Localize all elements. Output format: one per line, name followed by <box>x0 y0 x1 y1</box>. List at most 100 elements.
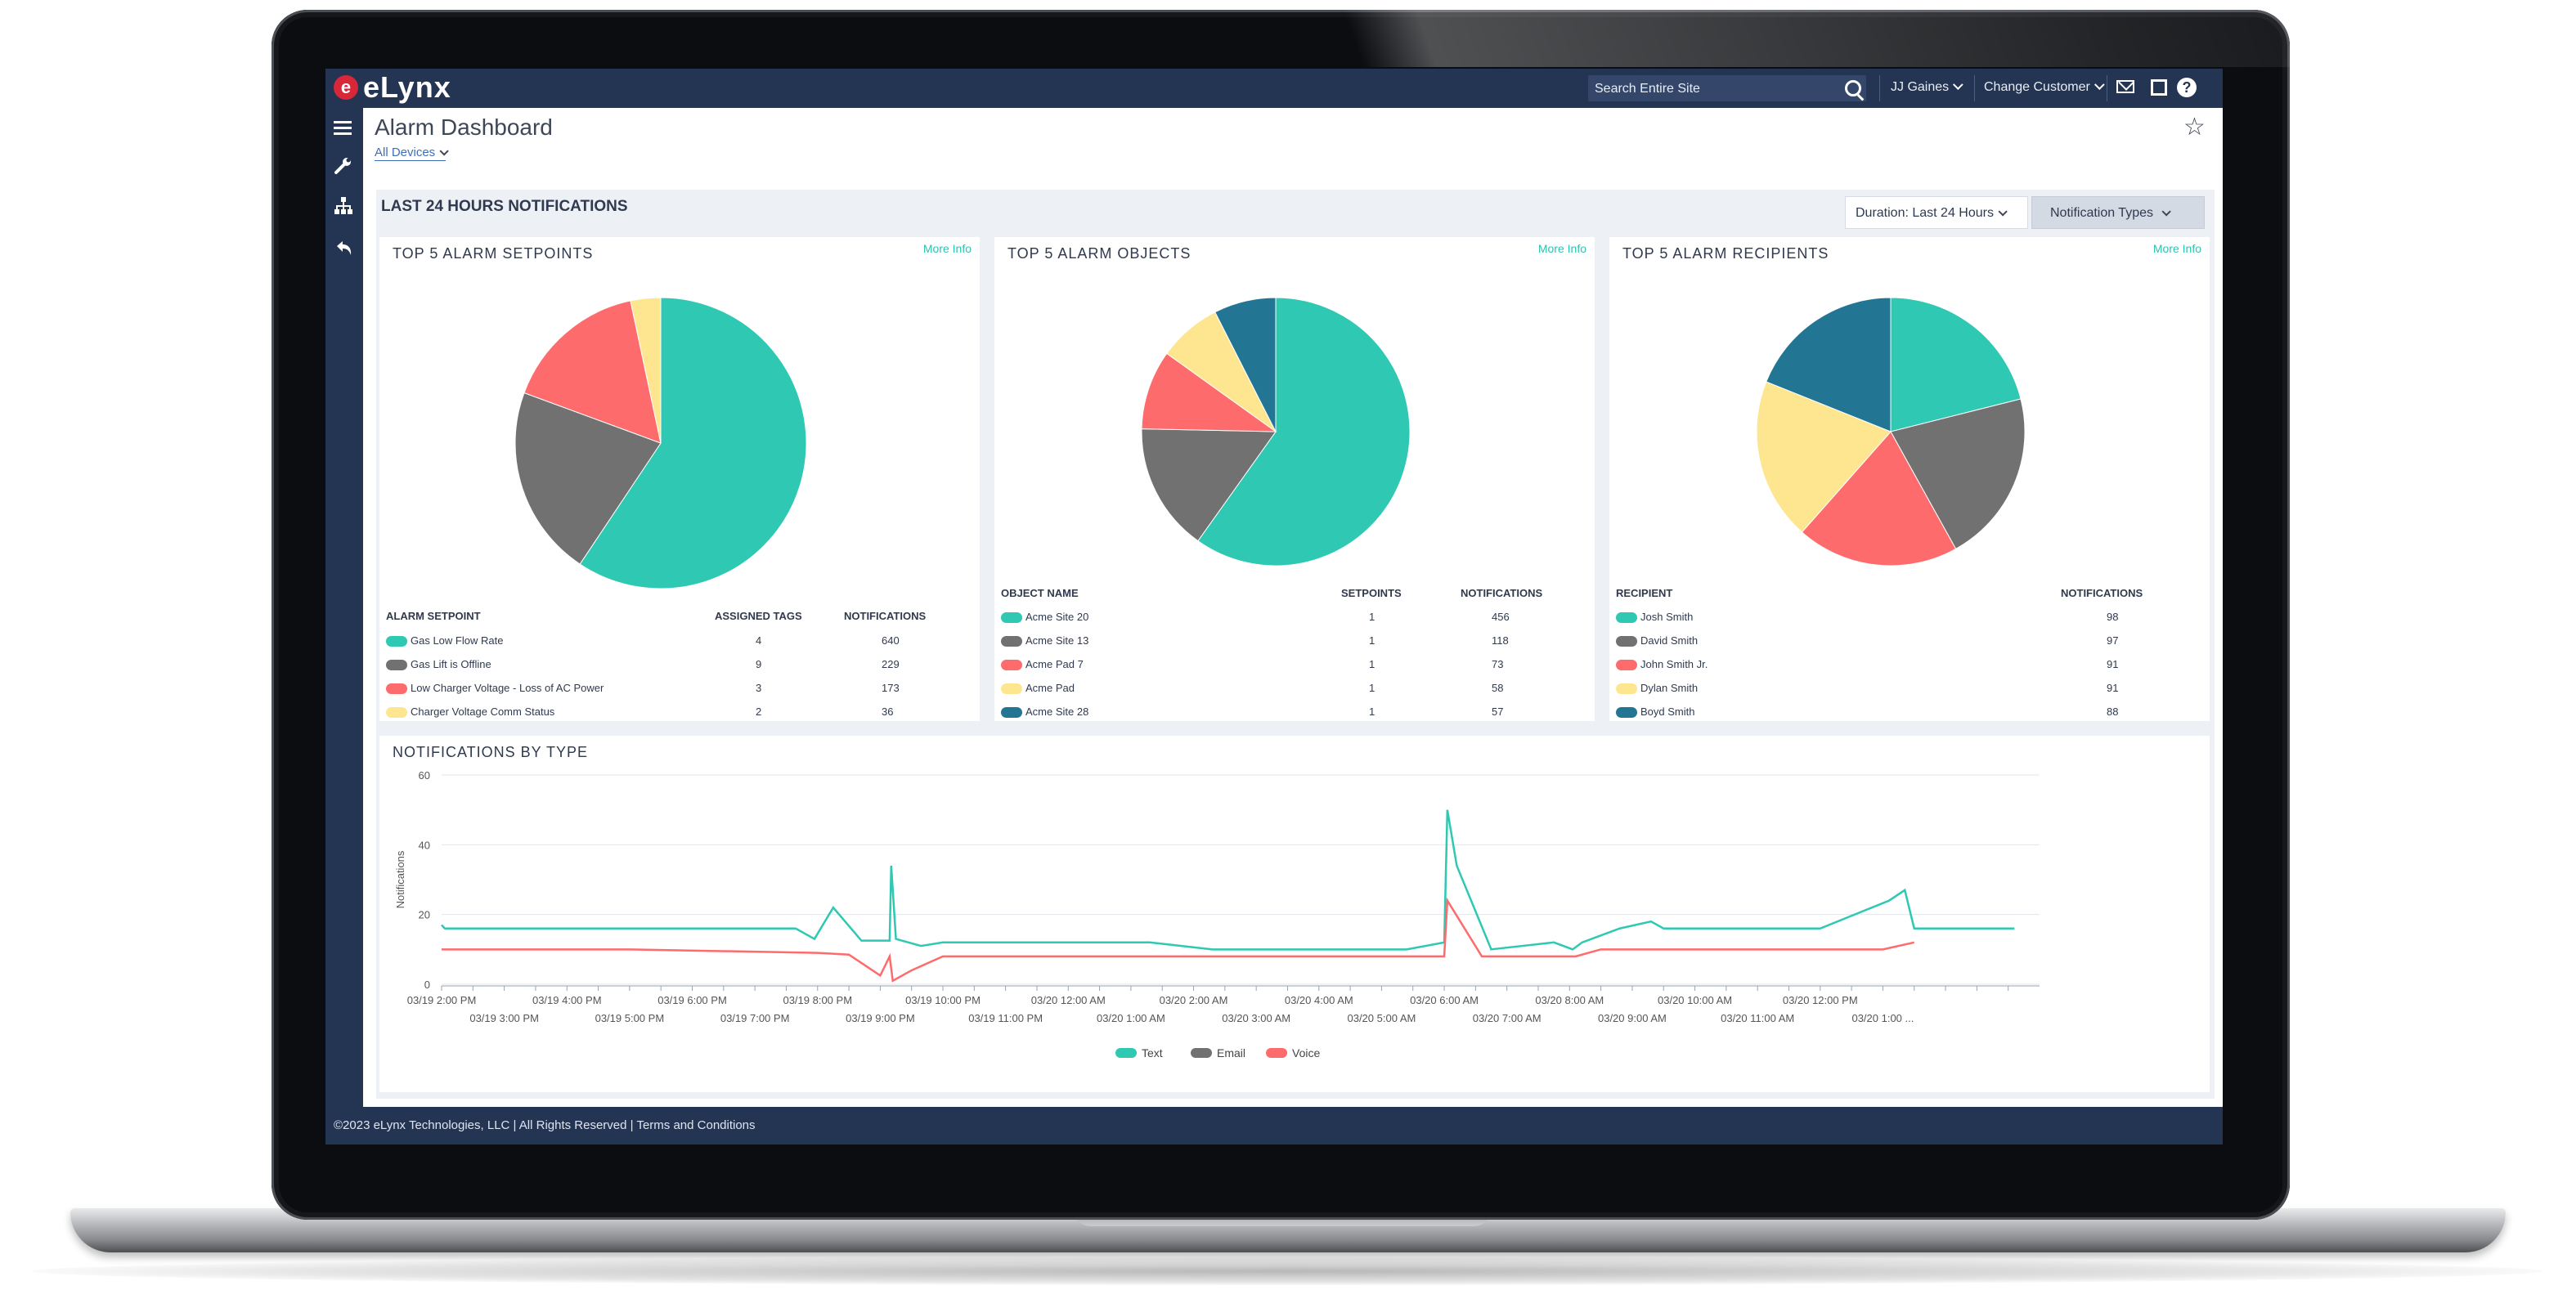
legend-swatch <box>1191 1048 1212 1058</box>
search-placeholder: Search Entire Site <box>1595 82 1700 96</box>
legend-swatch <box>1001 707 1022 718</box>
help-icon[interactable]: ? <box>2177 78 2197 97</box>
table-row[interactable]: Gas Low Flow Rate 4 640 <box>386 634 975 652</box>
favorite-star-icon[interactable]: ☆ <box>2183 114 2206 141</box>
table-row[interactable]: Boyd Smith 88 <box>1616 706 2205 723</box>
setpoint-name: Low Charger Voltage - Loss of AC Power <box>411 682 604 694</box>
table-row[interactable]: Charger Voltage Comm Status 2 36 <box>386 706 975 723</box>
legend-swatch <box>1616 683 1637 694</box>
series-line-text <box>441 809 2015 951</box>
more-info-link[interactable]: More Info <box>1537 242 1586 255</box>
notification-types-button[interactable]: Notification Types <box>2031 196 2205 229</box>
table-row[interactable]: Low Charger Voltage - Loss of AC Power 3 1… <box>386 682 975 700</box>
card-title: NOTIFICATIONS BY TYPE <box>393 744 589 760</box>
table-row[interactable]: David Smith 97 <box>1616 634 2205 652</box>
x-tick-label: 03/20 11:00 AM <box>1721 1012 1794 1024</box>
column-header: OBJECT NAME <box>1001 587 1079 599</box>
x-tick-label: 03/19 5:00 PM <box>595 1012 665 1024</box>
pie-slice <box>1197 297 1411 567</box>
recipient-name: John Smith Jr. <box>1640 658 1708 670</box>
pie-slice <box>579 297 807 589</box>
table-row[interactable]: Acme Site 28 1 57 <box>1001 706 1590 723</box>
x-tick-label: 03/20 4:00 AM <box>1285 994 1353 1006</box>
user-menu[interactable]: JJ Gaines <box>1891 79 1963 95</box>
legend-swatch <box>1001 636 1022 647</box>
notification-count: 229 <box>882 658 900 670</box>
pie-slice <box>1766 297 1892 432</box>
back-icon[interactable] <box>334 239 355 260</box>
card-title: TOP 5 ALARM RECIPIENTS <box>1622 245 1829 262</box>
object-name: Acme Site 28 <box>1025 706 1089 718</box>
table-row[interactable]: Gas Lift is Offline 9 229 <box>386 658 975 676</box>
setpoints-pie-chart <box>514 297 807 589</box>
objects-pie-chart <box>1141 297 1411 567</box>
pie-slice <box>514 392 662 565</box>
x-tick-label: 03/20 8:00 AM <box>1535 994 1604 1006</box>
elynx-logo-icon[interactable]: e <box>334 75 358 100</box>
table-row[interactable]: Acme Site 13 1 118 <box>1001 634 1590 652</box>
table-row[interactable]: Acme Pad 7 1 73 <box>1001 658 1590 676</box>
recipient-name: Boyd Smith <box>1640 706 1695 718</box>
menu-icon[interactable] <box>334 119 355 141</box>
recipient-name: Josh Smith <box>1640 611 1694 623</box>
duration-select[interactable]: Duration: Last 24 Hours <box>1845 196 2028 229</box>
setpoint-count: 1 <box>1369 611 1376 623</box>
device-filter-dropdown[interactable]: All Devices <box>375 146 449 161</box>
x-tick-label: 03/19 8:00 PM <box>783 994 852 1006</box>
legend-swatch <box>1001 660 1022 670</box>
assigned-tags: 4 <box>756 634 762 647</box>
object-name: Acme Pad <box>1025 682 1075 694</box>
site-search-input[interactable]: Search Entire Site <box>1588 75 1866 101</box>
dashboard-content: LAST 24 HOURS NOTIFICATIONS Duration: La… <box>376 190 2215 1099</box>
table-row[interactable]: Dylan Smith 91 <box>1616 682 2205 700</box>
pie-slice <box>1801 431 1957 567</box>
hierarchy-icon[interactable] <box>334 196 355 217</box>
legend-swatch <box>1616 707 1637 718</box>
chevron-down-icon <box>2094 79 2105 91</box>
top-alarm-objects-card: TOP 5 ALARM OBJECTS More Info OBJECT NAM… <box>994 237 1595 721</box>
x-tick-label: 03/19 11:00 PM <box>968 1012 1043 1024</box>
screen: e eLynx Search Entire Site JJ Gaines Cha… <box>325 69 2223 1144</box>
legend-label: Text <box>1142 1046 1163 1059</box>
legend-swatch <box>1616 660 1637 670</box>
notification-count: 91 <box>2107 682 2119 694</box>
notification-count: 73 <box>1492 658 1504 670</box>
table-row[interactable]: Acme Site 20 1 456 <box>1001 611 1590 629</box>
x-tick-label: 03/20 2:00 AM <box>1160 994 1228 1006</box>
x-tick-label: 03/20 12:00 AM <box>1031 994 1106 1006</box>
more-info-link[interactable]: More Info <box>2152 242 2201 255</box>
notification-count: 97 <box>2107 634 2119 647</box>
column-header: NOTIFICATIONS <box>1461 587 1543 599</box>
legend-swatch <box>386 683 407 694</box>
change-customer-menu[interactable]: Change Customer <box>1984 79 2105 95</box>
mail-icon[interactable] <box>2116 80 2134 93</box>
chevron-down-icon <box>439 146 449 156</box>
legend-swatch <box>1616 612 1637 623</box>
legend-swatch <box>1115 1048 1137 1058</box>
footer: ©2023 eLynx Technologies, LLC | All Righ… <box>325 1107 2223 1144</box>
card-title: TOP 5 ALARM SETPOINTS <box>393 245 594 262</box>
column-header: NOTIFICATIONS <box>844 610 927 622</box>
y-axis-label: Notifications <box>394 850 406 908</box>
table-row[interactable]: John Smith Jr. 91 <box>1616 658 2205 676</box>
fullscreen-icon[interactable] <box>2151 79 2167 96</box>
x-tick-label: 03/20 1:00 ... <box>1851 1012 1914 1024</box>
x-tick-label: 03/20 10:00 AM <box>1658 994 1732 1006</box>
setpoint-count: 1 <box>1369 658 1376 670</box>
wrench-icon[interactable] <box>334 155 355 177</box>
column-header: ASSIGNED TAGS <box>715 610 802 622</box>
duration-label: Duration: Last 24 Hours <box>1856 206 1994 220</box>
x-tick-label: 03/20 3:00 AM <box>1222 1012 1290 1024</box>
notifications-line-chart: 0 20 40 60 03/19 2:00 PM 03/19 4:00 PM 03/19 6… <box>394 769 2040 1059</box>
legend-swatch <box>386 636 407 647</box>
pie-slice <box>1890 398 2026 550</box>
elynx-logo-text[interactable]: eLynx <box>363 70 451 104</box>
search-icon[interactable] <box>1845 80 1861 96</box>
assigned-tags: 9 <box>756 658 762 670</box>
pie-slice <box>1756 381 1892 533</box>
legend-label: Email <box>1217 1046 1245 1059</box>
table-row[interactable]: Acme Pad 1 58 <box>1001 682 1590 700</box>
table-row[interactable]: Josh Smith 98 <box>1616 611 2205 629</box>
notification-count: 456 <box>1492 611 1510 623</box>
more-info-link[interactable]: More Info <box>922 242 972 255</box>
